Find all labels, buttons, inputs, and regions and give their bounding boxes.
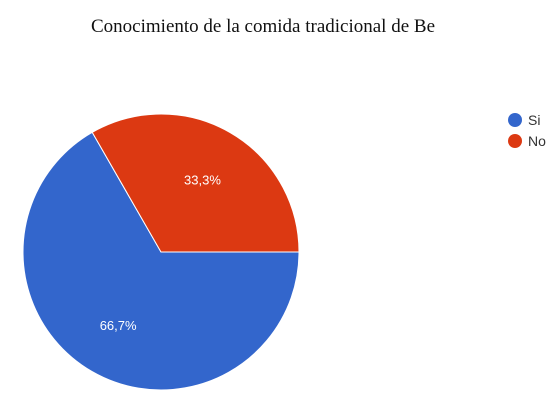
legend-label-no: No bbox=[528, 133, 546, 149]
slice-label-no: 33,3% bbox=[184, 172, 221, 187]
pie-slice-no bbox=[91, 113, 300, 253]
pie-slice-si bbox=[22, 131, 300, 391]
legend-marker-no bbox=[508, 134, 522, 148]
legend-label-si: Si bbox=[528, 112, 540, 128]
chart-title: Conocimiento de la comida tradicional de… bbox=[91, 16, 436, 37]
slice-label-si: 66,7% bbox=[100, 318, 137, 333]
slice-labels: 66,7% 33,3% bbox=[100, 172, 222, 333]
pie-slices bbox=[22, 113, 300, 391]
legend-marker-si bbox=[508, 113, 522, 127]
legend: Si No bbox=[508, 112, 546, 149]
